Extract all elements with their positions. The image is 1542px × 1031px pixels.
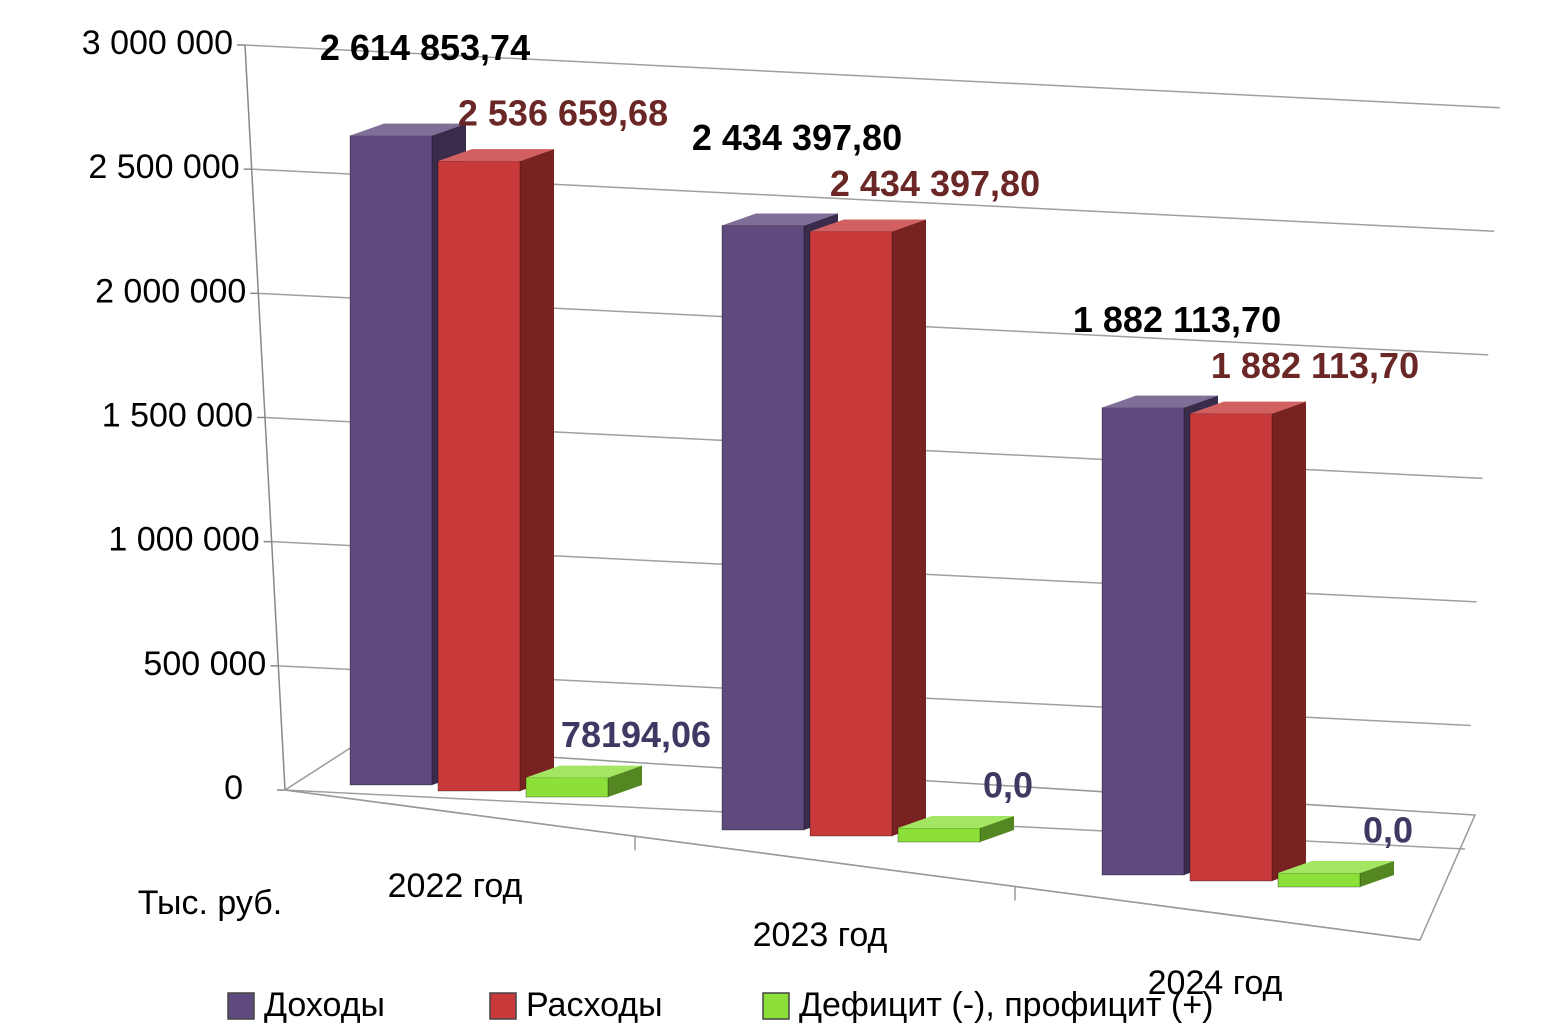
- x-tick-label: 2024 год: [1148, 964, 1283, 1002]
- bar-top: [810, 219, 926, 232]
- value-label: 1 882 113,70: [1073, 299, 1281, 340]
- bar-top-shade: [1278, 861, 1394, 873]
- bar: [525, 777, 609, 798]
- bar-top: [1278, 861, 1394, 873]
- y-axis-label: Тыс. руб.: [138, 884, 282, 922]
- bar-side: [608, 765, 642, 797]
- legend-label: Доходы: [264, 986, 385, 1024]
- legend-swatch: [762, 992, 790, 1020]
- bar-top: [438, 149, 554, 162]
- grid-line: [244, 44, 1501, 109]
- y-tick-label: 1 000 000: [108, 521, 259, 559]
- legend-label: Расходы: [526, 986, 663, 1024]
- bar-top-shade: [1102, 395, 1218, 408]
- bar-side: [520, 149, 554, 791]
- value-label: 2 434 397,80: [692, 117, 902, 158]
- bar-side-shade: [520, 149, 554, 791]
- bar-top: [350, 123, 466, 136]
- bar: [1101, 407, 1185, 876]
- value-label: 2 434 397,80: [830, 163, 1040, 204]
- bar-top-shade: [722, 213, 838, 226]
- bar: [809, 230, 893, 837]
- legend-swatch: [227, 992, 255, 1020]
- y-tick-label: 1 500 000: [102, 396, 253, 434]
- bar-top-shade: [526, 765, 642, 778]
- value-label: 0,0: [983, 765, 1033, 806]
- x-axis: [284, 789, 1421, 941]
- bar-side-shade: [1272, 401, 1306, 881]
- bar-top-shade: [350, 123, 466, 136]
- bar: [721, 224, 805, 831]
- bar-side: [1272, 401, 1306, 881]
- bar-top: [1190, 401, 1306, 414]
- bar-top-shade: [438, 149, 554, 162]
- x-tick-label: 2022 год: [388, 867, 523, 905]
- bar-side-shade: [980, 816, 1014, 842]
- y-tick-label: 0: [224, 769, 243, 807]
- bar: [1189, 413, 1273, 882]
- bar-top-shade: [898, 816, 1014, 828]
- legend-label: Дефицит (-), профицит (+): [799, 986, 1213, 1024]
- y-tick-label: 2 000 000: [95, 272, 246, 310]
- y-tick-label: 3 000 000: [82, 24, 233, 62]
- y-tick-label: 2 500 000: [88, 148, 239, 186]
- bar-top: [526, 765, 642, 778]
- value-label: 2 536 659,68: [458, 93, 668, 134]
- bar-top-shade: [1190, 401, 1306, 414]
- y-axis: [244, 44, 286, 791]
- bar-side-shade: [1360, 861, 1394, 887]
- value-label: 1 882 113,70: [1211, 345, 1419, 386]
- bar: [1277, 872, 1361, 888]
- bar-side-shade: [608, 765, 642, 797]
- x-tick-label: 2023 год: [753, 916, 888, 954]
- bar-top: [722, 213, 838, 226]
- bar-top-shade: [810, 219, 926, 232]
- value-label: 78194,06: [561, 714, 711, 755]
- bar-side-shade: [892, 219, 926, 836]
- bar-side: [892, 219, 926, 836]
- bar: [349, 135, 433, 786]
- bar-side: [1360, 861, 1394, 887]
- bar-side: [980, 816, 1014, 842]
- bar: [437, 160, 521, 792]
- bar: [897, 827, 981, 843]
- value-label: 0,0: [1363, 810, 1413, 851]
- legend-swatch: [489, 992, 517, 1020]
- bar-top: [898, 816, 1014, 828]
- bar-top: [1102, 395, 1218, 408]
- y-tick-label: 500 000: [143, 645, 266, 683]
- value-label: 2 614 853,74: [320, 27, 530, 68]
